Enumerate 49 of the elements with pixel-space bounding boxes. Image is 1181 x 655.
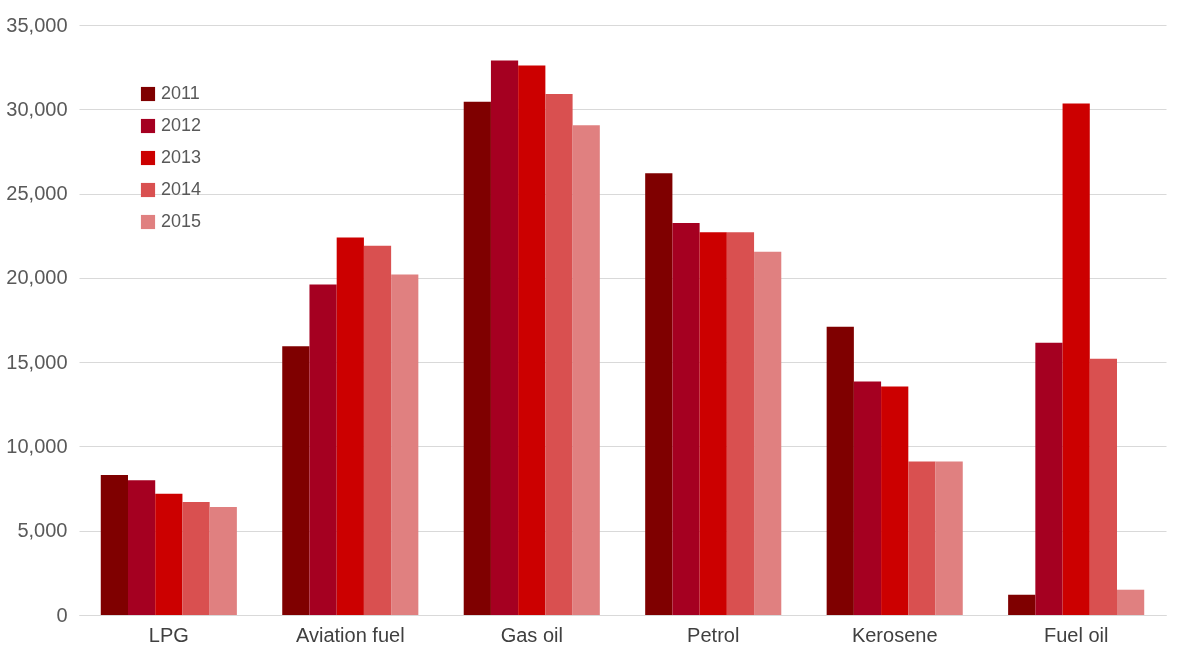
bar bbox=[572, 125, 600, 615]
bar bbox=[935, 461, 963, 615]
bar bbox=[726, 232, 755, 615]
legend-label: 2013 bbox=[161, 147, 202, 167]
bar bbox=[100, 475, 128, 615]
bar bbox=[1089, 358, 1117, 615]
legend-label: 2014 bbox=[161, 179, 202, 199]
bar bbox=[1117, 589, 1145, 615]
bar bbox=[309, 284, 337, 615]
y-tick-label: 15,000 bbox=[6, 350, 68, 373]
x-tick-label: LPG bbox=[148, 623, 189, 646]
y-tick-label: 25,000 bbox=[6, 182, 68, 205]
x-tick-label: Aviation fuel bbox=[296, 623, 405, 646]
bar bbox=[391, 274, 419, 615]
bar bbox=[155, 493, 183, 615]
bar bbox=[282, 346, 310, 615]
bar bbox=[1035, 342, 1063, 615]
bar bbox=[463, 101, 491, 615]
legend-label: 2011 bbox=[161, 83, 200, 103]
bar bbox=[518, 65, 546, 615]
bar bbox=[336, 237, 364, 615]
y-tick-label: 10,000 bbox=[6, 434, 68, 457]
legend-label: 2015 bbox=[161, 211, 202, 231]
bar bbox=[645, 173, 673, 615]
y-tick-label: 5,000 bbox=[17, 519, 68, 542]
bar bbox=[1062, 103, 1090, 615]
bar bbox=[1008, 594, 1036, 615]
bar bbox=[672, 223, 700, 615]
bar bbox=[826, 326, 854, 615]
x-tick-label: Kerosene bbox=[851, 623, 938, 646]
legend-label: 2012 bbox=[161, 115, 202, 135]
y-tick-label: 30,000 bbox=[6, 97, 68, 120]
bar bbox=[699, 232, 727, 615]
bar bbox=[545, 94, 573, 615]
y-tick-label: 35,000 bbox=[6, 13, 68, 36]
y-tick-label: 0 bbox=[56, 603, 68, 626]
bar bbox=[128, 480, 156, 615]
bar bbox=[209, 507, 237, 615]
bar bbox=[363, 245, 392, 615]
bar bbox=[754, 251, 782, 615]
x-tick-label: Petrol bbox=[687, 623, 740, 646]
x-tick-label: Fuel oil bbox=[1043, 623, 1109, 646]
bar bbox=[853, 381, 882, 615]
x-tick-label: Gas oil bbox=[500, 623, 563, 646]
y-tick-label: 20,000 bbox=[6, 266, 68, 289]
bar bbox=[490, 60, 519, 615]
bar bbox=[881, 386, 909, 615]
bar bbox=[182, 502, 210, 615]
bar bbox=[908, 461, 936, 615]
